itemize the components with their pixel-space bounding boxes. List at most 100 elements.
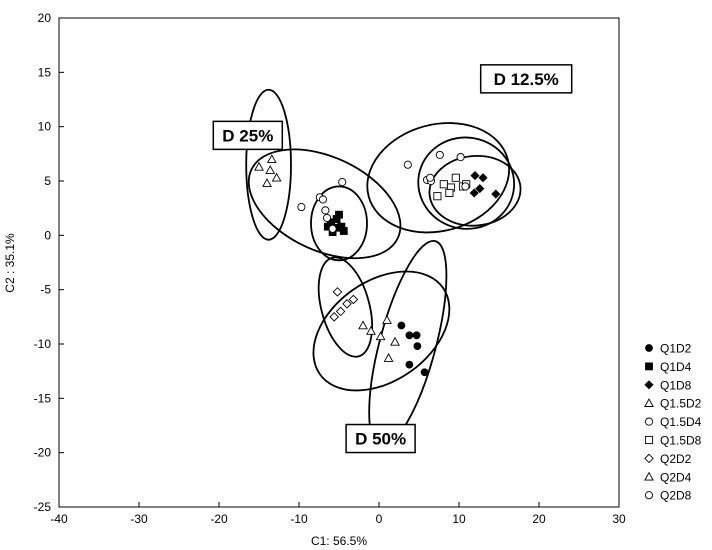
data-point xyxy=(491,189,501,199)
cluster-ellipse xyxy=(317,256,373,358)
x-tick-label: 0 xyxy=(376,512,383,526)
data-point xyxy=(426,173,435,182)
legend-marker xyxy=(645,362,653,371)
cluster-ellipse xyxy=(245,88,292,241)
x-tick-label: 20 xyxy=(532,512,546,526)
legend-label: Q2D2 xyxy=(660,452,692,466)
data-point xyxy=(478,173,488,183)
data-point xyxy=(366,325,376,335)
group-label-box xyxy=(345,423,416,454)
data-point xyxy=(321,206,330,215)
y-tick-label: -15 xyxy=(34,391,52,405)
data-point xyxy=(390,336,400,346)
legend-label: Q2D8 xyxy=(660,489,692,503)
data-point xyxy=(405,360,414,369)
y-tick-label: -10 xyxy=(34,337,52,351)
data-point xyxy=(348,294,359,305)
data-point xyxy=(439,180,448,189)
x-tick-label: -20 xyxy=(210,512,228,526)
x-axis-label: C1: 56.5% xyxy=(311,534,367,548)
y-tick-label: -20 xyxy=(34,446,52,460)
legend-marker xyxy=(644,417,654,426)
data-point xyxy=(413,342,422,351)
data-points xyxy=(254,141,501,377)
data-point xyxy=(335,306,346,317)
data-point xyxy=(433,192,442,201)
y-tick-label: 15 xyxy=(38,65,52,79)
data-point xyxy=(375,331,386,341)
data-point xyxy=(318,195,328,204)
y-tick-label: 5 xyxy=(44,174,51,188)
legend-marker xyxy=(645,344,653,352)
cluster-ellipse xyxy=(428,155,522,227)
legend-marker xyxy=(644,398,654,407)
data-point xyxy=(469,188,479,198)
group-label: D 12.5% xyxy=(494,70,559,89)
group-labels: D 25% D 12.5% D 50% xyxy=(212,64,573,454)
x-tick-label: 10 xyxy=(452,512,466,526)
data-point xyxy=(412,331,421,340)
data-point xyxy=(297,203,306,212)
data-point xyxy=(456,153,465,162)
data-point xyxy=(451,173,460,182)
legend-label: Q1.5D4 xyxy=(660,415,702,429)
data-point xyxy=(403,160,412,169)
legend: Q1D2 Q1D4 Q1D8 Q1.5D2 Q1.5D4 Q1.5D8 Q2D2 Q2D4 Q2… xyxy=(644,342,702,503)
group-label-box xyxy=(479,64,573,94)
data-point xyxy=(420,368,429,377)
y-axis-ticks: -25 -20 -15 -10 -5 0 5 10 15 20 xyxy=(34,11,64,514)
data-point xyxy=(342,299,352,309)
data-point xyxy=(262,178,272,187)
y-tick-label: 0 xyxy=(44,228,51,242)
legend-label: Q1D2 xyxy=(660,342,692,356)
legend-marker xyxy=(644,453,654,464)
legend-marker xyxy=(644,380,654,390)
data-point xyxy=(329,312,339,322)
y-tick-label: -5 xyxy=(40,283,51,297)
y-tick-label: -25 xyxy=(34,500,52,514)
x-tick-label: -40 xyxy=(50,512,68,526)
y-tick-label: 10 xyxy=(38,120,52,134)
data-point xyxy=(266,154,277,164)
data-point xyxy=(382,315,392,324)
x-tick-label: 30 xyxy=(612,512,626,526)
legend-marker xyxy=(644,471,654,481)
legend-marker xyxy=(644,491,654,500)
data-point xyxy=(383,353,394,362)
data-point xyxy=(470,171,480,181)
cluster-ellipse xyxy=(310,185,368,262)
cluster-ellipse xyxy=(312,270,451,392)
data-point xyxy=(265,165,276,174)
group-label: D 25% xyxy=(222,126,273,145)
cluster-ellipse xyxy=(417,136,516,230)
data-point xyxy=(405,331,414,340)
data-point xyxy=(445,188,454,198)
cluster-ellipse xyxy=(366,122,510,234)
data-point xyxy=(322,213,332,222)
data-point xyxy=(254,161,264,171)
x-tick-label: -10 xyxy=(290,512,308,526)
legend-label: Q1.5D2 xyxy=(660,397,702,411)
data-point xyxy=(435,150,444,159)
x-axis-ticks: -40 -30 -20 -10 0 10 20 30 xyxy=(50,502,626,526)
data-point xyxy=(475,184,485,194)
data-point xyxy=(397,321,406,330)
data-point xyxy=(339,227,348,235)
cluster-ellipse xyxy=(247,148,402,260)
data-point xyxy=(271,172,282,182)
legend-label: Q1D4 xyxy=(660,360,692,374)
legend-label: Q2D4 xyxy=(660,470,692,484)
data-point xyxy=(338,178,347,187)
legend-label: Q1.5D8 xyxy=(660,434,702,448)
legend-label: Q1D8 xyxy=(660,378,692,392)
data-point xyxy=(358,320,368,330)
legend-marker xyxy=(644,435,654,445)
y-axis-label: C2 : 35.1% xyxy=(3,233,17,293)
data-point xyxy=(328,224,337,233)
data-point xyxy=(335,210,343,219)
group-label: D 50% xyxy=(355,430,406,449)
data-point xyxy=(461,182,470,191)
y-tick-label: 20 xyxy=(38,11,52,25)
data-point xyxy=(332,287,343,297)
